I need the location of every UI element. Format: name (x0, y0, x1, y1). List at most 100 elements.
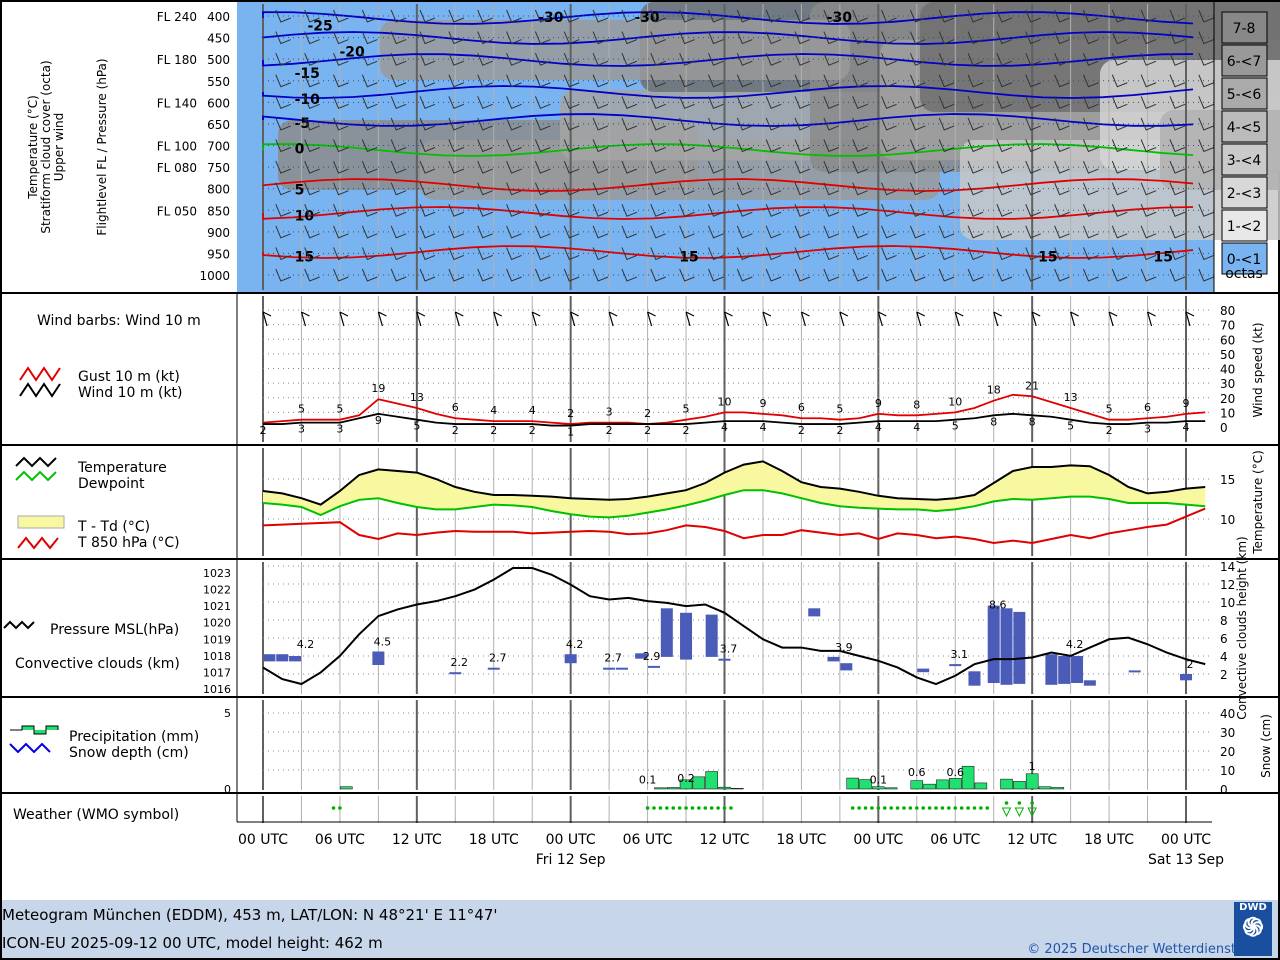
time-tick-label: 12 UTC (699, 832, 749, 848)
drizzle-symbol (652, 806, 656, 810)
isotherm-line (262, 31, 1194, 45)
wind-value-label: 4 (1183, 421, 1190, 434)
wind-barb (938, 96, 955, 109)
wind-ytick: 10 (1220, 406, 1235, 420)
convective-value-label: 4.5 (374, 636, 392, 649)
wind-barb (333, 9, 349, 23)
precip-bar (949, 778, 962, 790)
wind-barb (794, 247, 811, 261)
ylabel-cloud-cover: Stratiform cloud cover (octa) (39, 60, 53, 233)
wind-barb (477, 52, 493, 66)
wind-barb (390, 117, 407, 131)
wind-barb (506, 225, 522, 239)
wind-barb (1025, 9, 1041, 23)
wind-barb (938, 225, 955, 239)
wind-barb (852, 31, 868, 45)
surface-wind-barb (839, 311, 849, 327)
wind-ytick: 60 (1220, 333, 1235, 347)
wind-barb (361, 96, 378, 109)
wind-barb (390, 9, 407, 23)
convective-cloud-bar (949, 664, 962, 667)
wind-barb (650, 225, 666, 239)
wind-barb (419, 247, 436, 261)
wind-barb (765, 204, 782, 217)
wind-barb (736, 139, 753, 153)
surface-wind-barb (954, 311, 964, 327)
wind-barb (679, 204, 695, 217)
wind-barb (650, 204, 666, 217)
wind-barb (1025, 96, 1041, 109)
wind-barb (534, 52, 551, 66)
gust-value-label: 13 (1064, 391, 1078, 404)
precip-bar (974, 782, 988, 790)
wind-barb (909, 52, 926, 66)
drizzle-symbol (979, 806, 983, 810)
wind-barb (909, 74, 926, 88)
wind-barb (794, 117, 811, 131)
wind-barb (275, 182, 292, 196)
wind-barb (1169, 182, 1186, 196)
wind-barb (650, 160, 666, 174)
precip-value-label: 0.6 (908, 766, 926, 779)
wind-barb (823, 225, 840, 239)
temperature-legend-icon (15, 456, 57, 468)
drizzle-symbol (876, 806, 881, 810)
drizzle-symbol (658, 806, 663, 810)
wind-barb (304, 182, 320, 196)
wind-barb (938, 74, 955, 88)
wind-barb (881, 139, 897, 153)
wind-barb (881, 74, 897, 88)
drizzle-symbol (934, 806, 938, 810)
drizzle-symbol (927, 806, 932, 810)
wind-barb (506, 139, 522, 153)
pressure-level-label: 600 (207, 96, 230, 110)
wind-value-label: 2 (798, 424, 805, 437)
wind-value-label: 2 (1106, 424, 1113, 437)
drizzle-symbol (850, 806, 855, 810)
wind-barb (881, 31, 897, 45)
flight-level-label: FL 080 (157, 161, 197, 175)
drizzle-symbol (966, 806, 970, 810)
wind-barb (477, 182, 493, 196)
gust-legend-label: Gust 10 m (kt) (78, 369, 180, 385)
wind-barb (1082, 52, 1099, 66)
station-info: Meteogram München (EDDM), 453 m, LAT/LON… (2, 906, 498, 924)
precip-legend-label: Precipitation (mm) (69, 729, 199, 745)
wind-barb (1111, 268, 1128, 282)
wind-barb (765, 96, 782, 109)
precip-value-label: 0.1 (870, 773, 888, 786)
wind-barb (477, 117, 493, 131)
temp-ylabel: Temperature (°C) (1251, 450, 1265, 555)
cloud-legend-swatch (1221, 110, 1268, 143)
wind-barb (967, 96, 984, 109)
convective-cloud-bar (1013, 611, 1026, 684)
isotherm-label: -25 (307, 19, 332, 35)
isotherm-line (262, 85, 1194, 99)
wind-barb (708, 247, 724, 261)
precip-bar (1038, 786, 1052, 790)
drizzle-symbol (697, 806, 701, 810)
convective-cloud-bar (276, 654, 289, 662)
wind-barb (650, 247, 666, 261)
wind-barb (1169, 9, 1186, 23)
wind-value-label: 8 (1029, 415, 1036, 428)
wind-barb (996, 117, 1013, 131)
wind-barb (621, 225, 638, 239)
wind-barb (621, 9, 638, 23)
gust-value-label: 10 (718, 395, 732, 408)
wind-barb (304, 74, 320, 88)
wind-barb (1198, 96, 1215, 109)
isotherm-label: 15 (1154, 250, 1173, 266)
day-label: Sat 13 Sep (1148, 852, 1224, 868)
wind-barb (448, 225, 465, 239)
wind-barb (881, 225, 897, 239)
wind-barb (736, 182, 753, 196)
wind-value-label: 4 (875, 421, 882, 434)
precip-bar (884, 787, 898, 790)
wind-ytick: 50 (1220, 348, 1235, 362)
cloud-legend-label: 6-<7 (1227, 54, 1262, 70)
precip-value-label: 0.6 (947, 766, 965, 779)
wind-barb (881, 52, 897, 66)
